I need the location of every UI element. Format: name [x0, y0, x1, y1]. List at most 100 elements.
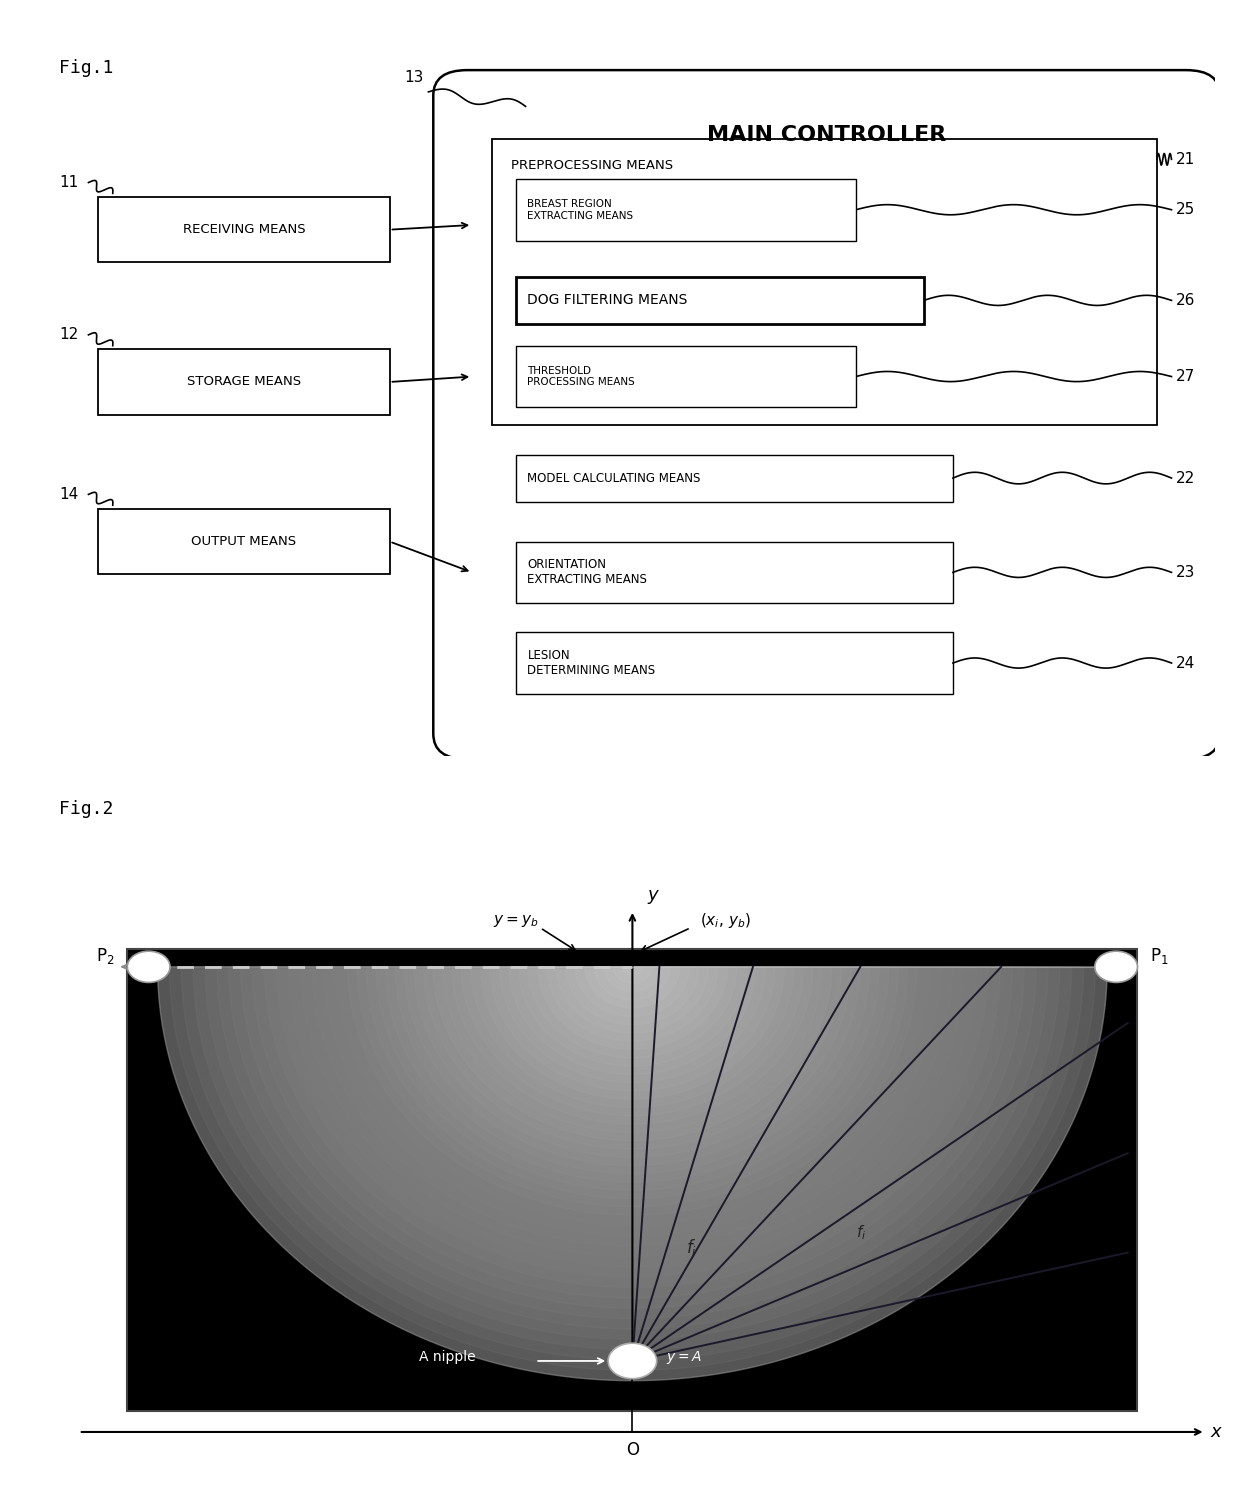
Polygon shape — [288, 967, 977, 1266]
Polygon shape — [461, 967, 804, 1115]
Polygon shape — [443, 967, 822, 1132]
Polygon shape — [471, 967, 794, 1108]
Bar — [516, 541, 954, 603]
Polygon shape — [371, 967, 894, 1194]
Polygon shape — [513, 967, 751, 1070]
Text: $\mathrm{P}_1$: $\mathrm{P}_1$ — [1151, 946, 1168, 966]
Circle shape — [128, 952, 170, 982]
Polygon shape — [205, 967, 1060, 1339]
Polygon shape — [312, 967, 952, 1247]
Polygon shape — [407, 967, 858, 1163]
Text: LESION
DETERMINING MEANS: LESION DETERMINING MEANS — [527, 650, 656, 677]
Text: 23: 23 — [1177, 565, 1195, 580]
Text: MAIN CONTROLLER: MAIN CONTROLLER — [707, 125, 946, 145]
Polygon shape — [181, 967, 1084, 1360]
Polygon shape — [575, 967, 689, 1017]
Polygon shape — [357, 967, 908, 1207]
Polygon shape — [277, 967, 988, 1277]
Text: STORAGE MEANS: STORAGE MEANS — [187, 375, 301, 388]
Text: 22: 22 — [1177, 470, 1195, 485]
Polygon shape — [424, 967, 841, 1148]
Bar — [98, 349, 389, 414]
Polygon shape — [562, 967, 703, 1029]
Polygon shape — [490, 967, 775, 1091]
Text: RECEIVING MEANS: RECEIVING MEANS — [182, 224, 305, 236]
Polygon shape — [360, 967, 905, 1204]
Polygon shape — [386, 967, 879, 1182]
Polygon shape — [518, 967, 746, 1067]
Text: 11: 11 — [60, 175, 78, 190]
Polygon shape — [622, 967, 642, 975]
Text: 24: 24 — [1177, 656, 1195, 671]
Polygon shape — [414, 967, 851, 1157]
Text: 13: 13 — [404, 70, 424, 85]
Polygon shape — [609, 967, 656, 988]
Bar — [516, 632, 954, 694]
Text: 14: 14 — [60, 487, 78, 502]
Text: 12: 12 — [60, 328, 78, 343]
Polygon shape — [453, 967, 812, 1124]
Polygon shape — [170, 967, 1095, 1370]
Polygon shape — [376, 967, 889, 1191]
Polygon shape — [537, 967, 728, 1050]
Text: O: O — [626, 1440, 639, 1458]
Polygon shape — [620, 967, 645, 978]
Polygon shape — [241, 967, 1024, 1309]
Polygon shape — [490, 967, 775, 1091]
Polygon shape — [565, 967, 699, 1024]
Polygon shape — [549, 967, 715, 1040]
Polygon shape — [157, 967, 1107, 1381]
Polygon shape — [614, 967, 651, 984]
Polygon shape — [502, 967, 763, 1080]
Polygon shape — [585, 967, 680, 1008]
Bar — [516, 455, 954, 502]
Bar — [491, 139, 1157, 426]
Polygon shape — [466, 967, 799, 1112]
Polygon shape — [596, 967, 668, 997]
Bar — [516, 277, 924, 323]
Polygon shape — [604, 967, 661, 991]
Polygon shape — [430, 967, 835, 1142]
Text: BREAST REGION
EXTRACTING MEANS: BREAST REGION EXTRACTING MEANS — [527, 199, 634, 221]
Circle shape — [608, 1343, 657, 1378]
Polygon shape — [253, 967, 1012, 1298]
Polygon shape — [324, 967, 941, 1236]
Text: PREPROCESSING MEANS: PREPROCESSING MEANS — [511, 159, 673, 172]
Polygon shape — [537, 967, 728, 1050]
Polygon shape — [300, 967, 965, 1257]
Polygon shape — [404, 967, 861, 1165]
Text: $y=y_b$: $y=y_b$ — [494, 913, 538, 929]
Polygon shape — [443, 967, 822, 1132]
Bar — [98, 509, 389, 574]
Text: $\mathrm{P}_2$: $\mathrm{P}_2$ — [97, 946, 114, 966]
Text: DOG FILTERING MEANS: DOG FILTERING MEANS — [527, 293, 688, 307]
Text: $y=A$: $y=A$ — [666, 1349, 703, 1366]
Polygon shape — [585, 967, 680, 1008]
Polygon shape — [479, 967, 786, 1102]
Polygon shape — [526, 967, 739, 1059]
Text: 27: 27 — [1177, 369, 1195, 384]
Polygon shape — [557, 967, 708, 1034]
Polygon shape — [528, 967, 737, 1058]
Bar — [98, 196, 389, 263]
Text: 21: 21 — [1177, 151, 1195, 166]
FancyBboxPatch shape — [433, 70, 1220, 759]
Text: ORIENTATION
EXTRACTING MEANS: ORIENTATION EXTRACTING MEANS — [527, 559, 647, 586]
Polygon shape — [193, 967, 1071, 1349]
Bar — [516, 178, 856, 240]
Bar — [516, 346, 856, 408]
Polygon shape — [573, 967, 692, 1018]
Circle shape — [1095, 952, 1137, 982]
Polygon shape — [229, 967, 1035, 1319]
Polygon shape — [347, 967, 918, 1215]
Polygon shape — [433, 967, 832, 1141]
Text: $x$: $x$ — [1210, 1423, 1224, 1441]
Polygon shape — [508, 967, 756, 1074]
Bar — [128, 949, 1137, 1411]
Text: MODEL CALCULATING MEANS: MODEL CALCULATING MEANS — [527, 471, 701, 485]
Text: $(x_i,\,y_b)$: $(x_i,\,y_b)$ — [701, 911, 751, 931]
Text: A nipple: A nipple — [419, 1351, 475, 1364]
Polygon shape — [347, 967, 918, 1215]
Polygon shape — [157, 967, 1107, 1381]
Polygon shape — [217, 967, 1048, 1330]
